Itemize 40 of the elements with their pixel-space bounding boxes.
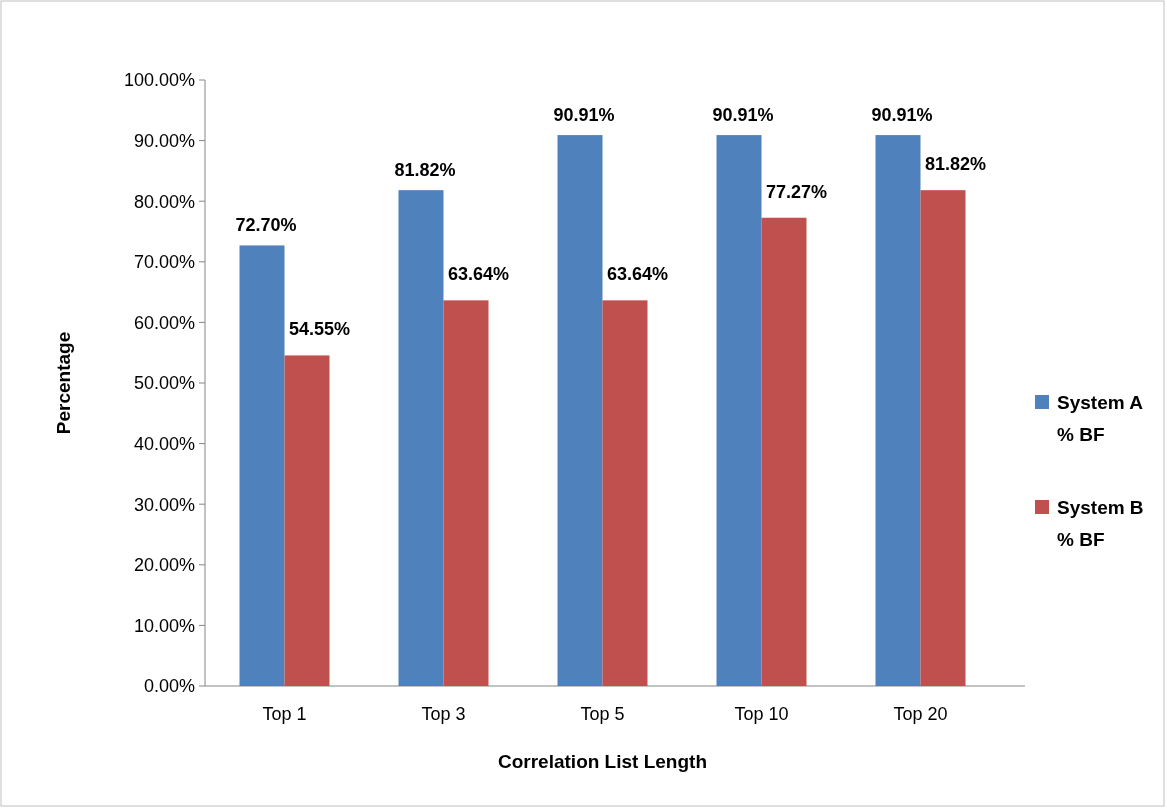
x-tick-label: Top 5: [580, 704, 625, 724]
legend-label: System B % BF: [1057, 497, 1144, 550]
y-tick-label: 0.00%: [143, 676, 195, 697]
data-label: 63.64%: [607, 264, 669, 285]
y-tick-label: 90.00%: [133, 130, 195, 151]
bar: [443, 300, 489, 686]
data-label: 81.82%: [925, 154, 987, 175]
y-tick-label: 10.00%: [133, 615, 195, 636]
y-tick-label: 70.00%: [133, 252, 195, 273]
bar: [284, 355, 330, 686]
y-tick-label: 20.00%: [133, 555, 195, 576]
bar: [239, 245, 285, 686]
data-label: 81.82%: [394, 160, 456, 181]
y-tick-label: 50.00%: [133, 373, 195, 394]
data-label: 90.91%: [553, 105, 615, 126]
bar: [920, 190, 966, 686]
data-label: 77.27%: [766, 181, 828, 202]
x-axis-title: Correlation List Length: [498, 751, 707, 772]
data-label: 90.91%: [712, 105, 774, 126]
y-tick-label: 40.00%: [133, 433, 195, 454]
bar: [761, 217, 807, 686]
data-label: 54.55%: [289, 319, 351, 340]
y-axis-title: Percentage: [53, 331, 74, 435]
x-tick-label: Top 1: [262, 704, 307, 724]
x-tick-label: Top 3: [421, 704, 466, 724]
data-label: 90.91%: [871, 105, 933, 126]
y-tick-label: 80.00%: [133, 191, 195, 212]
bar: [602, 300, 648, 686]
y-tick-label: 60.00%: [133, 312, 195, 333]
legend-label: System A % BF: [1057, 392, 1144, 445]
x-tick-label: Top 20: [893, 704, 948, 724]
y-tick-label: 100.00%: [123, 70, 195, 91]
data-label: 63.64%: [448, 264, 510, 285]
bar: [557, 135, 603, 686]
y-tick-label: 30.00%: [133, 494, 195, 515]
x-tick-label: Top 10: [734, 704, 789, 724]
bar: [875, 135, 921, 686]
data-label: 72.70%: [235, 215, 297, 236]
bar: [398, 190, 444, 686]
bar: [716, 135, 762, 686]
